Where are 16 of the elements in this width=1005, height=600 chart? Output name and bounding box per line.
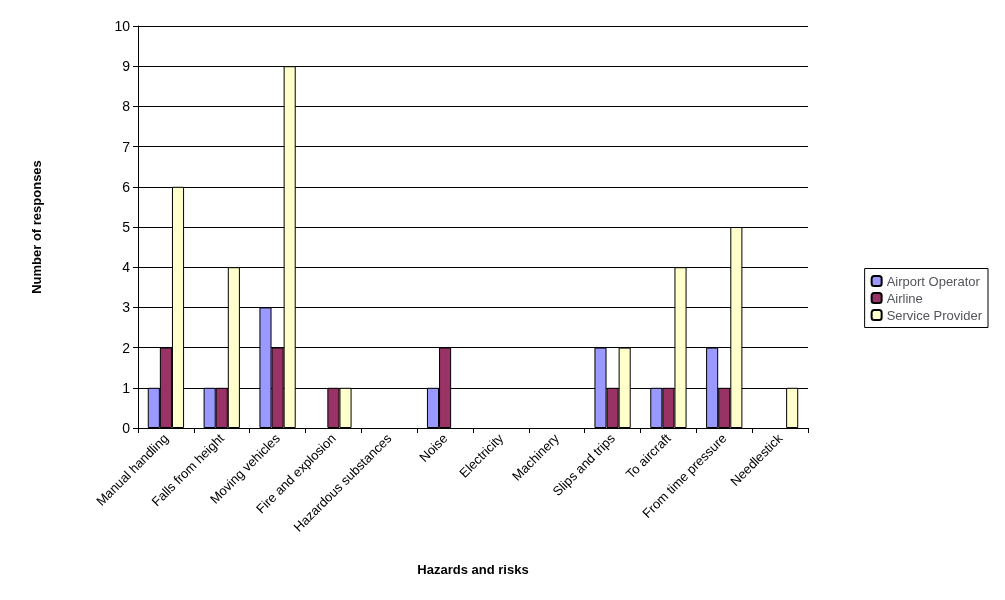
x-axis-title: Hazards and risks bbox=[417, 562, 529, 577]
y-tick-label: 9 bbox=[122, 58, 131, 75]
y-tick-label: 8 bbox=[122, 98, 131, 115]
legend-label: Airline bbox=[886, 290, 923, 306]
legend-label: Airport Operator bbox=[886, 273, 981, 289]
y-tick-label: 4 bbox=[122, 259, 131, 276]
y-tick-label: 5 bbox=[122, 219, 131, 235]
legend-label: Service Provider bbox=[886, 307, 983, 323]
y-tick-label: 10 bbox=[114, 18, 131, 34]
y-tick-label: 3 bbox=[122, 299, 131, 316]
y-tick-label: 7 bbox=[122, 138, 131, 155]
y-tick-label: 2 bbox=[122, 339, 131, 356]
y-tick-label: 6 bbox=[122, 178, 131, 195]
y-tick-label: 0 bbox=[122, 420, 131, 436]
y-axis-title: Number of responses bbox=[29, 160, 44, 294]
y-tick-label: 1 bbox=[122, 379, 131, 396]
